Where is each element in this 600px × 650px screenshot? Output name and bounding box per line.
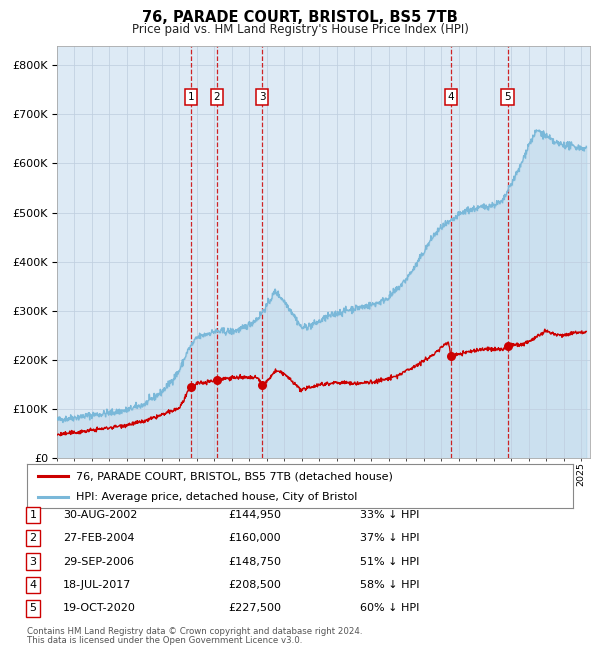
Text: 27-FEB-2004: 27-FEB-2004 [63, 533, 134, 543]
Text: 58% ↓ HPI: 58% ↓ HPI [360, 580, 419, 590]
Text: £160,000: £160,000 [228, 533, 281, 543]
Text: 4: 4 [29, 580, 37, 590]
Text: £227,500: £227,500 [228, 603, 281, 614]
Text: 3: 3 [259, 92, 266, 102]
Text: 5: 5 [505, 92, 511, 102]
Text: 2: 2 [214, 92, 220, 102]
Text: £148,750: £148,750 [228, 556, 281, 567]
Text: 19-OCT-2020: 19-OCT-2020 [63, 603, 136, 614]
Text: 1: 1 [29, 510, 37, 520]
Text: 1: 1 [188, 92, 194, 102]
Text: £208,500: £208,500 [228, 580, 281, 590]
Text: 33% ↓ HPI: 33% ↓ HPI [360, 510, 419, 520]
Text: Contains HM Land Registry data © Crown copyright and database right 2024.: Contains HM Land Registry data © Crown c… [27, 627, 362, 636]
Text: 37% ↓ HPI: 37% ↓ HPI [360, 533, 419, 543]
Text: HPI: Average price, detached house, City of Bristol: HPI: Average price, detached house, City… [76, 492, 358, 502]
Text: 76, PARADE COURT, BRISTOL, BS5 7TB: 76, PARADE COURT, BRISTOL, BS5 7TB [142, 10, 458, 25]
Text: 29-SEP-2006: 29-SEP-2006 [63, 556, 134, 567]
Text: 60% ↓ HPI: 60% ↓ HPI [360, 603, 419, 614]
Text: 4: 4 [448, 92, 454, 102]
Text: 5: 5 [29, 603, 37, 614]
Text: 2: 2 [29, 533, 37, 543]
Text: 30-AUG-2002: 30-AUG-2002 [63, 510, 137, 520]
Text: 76, PARADE COURT, BRISTOL, BS5 7TB (detached house): 76, PARADE COURT, BRISTOL, BS5 7TB (deta… [76, 471, 393, 482]
Text: 18-JUL-2017: 18-JUL-2017 [63, 580, 131, 590]
Text: This data is licensed under the Open Government Licence v3.0.: This data is licensed under the Open Gov… [27, 636, 302, 645]
Text: £144,950: £144,950 [228, 510, 281, 520]
Text: Price paid vs. HM Land Registry's House Price Index (HPI): Price paid vs. HM Land Registry's House … [131, 23, 469, 36]
Text: 51% ↓ HPI: 51% ↓ HPI [360, 556, 419, 567]
Text: 3: 3 [29, 556, 37, 567]
